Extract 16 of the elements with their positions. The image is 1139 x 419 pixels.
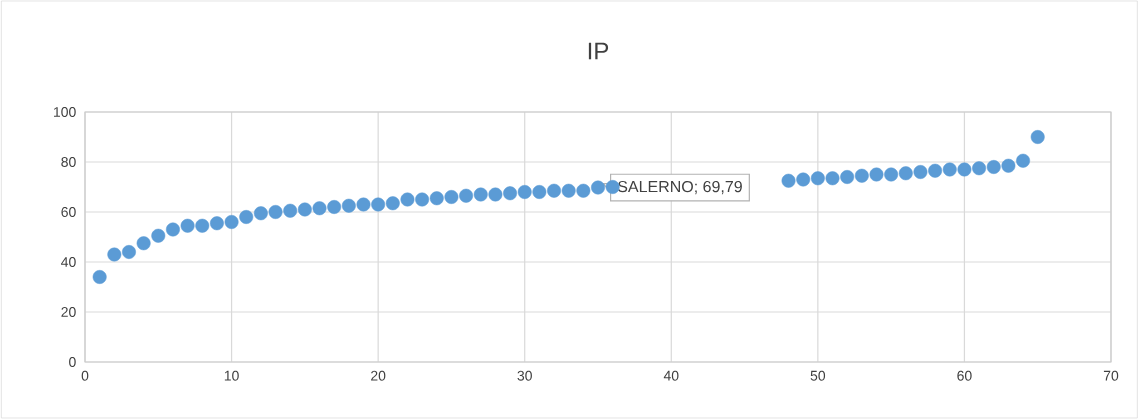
- y-tick-label: 60: [61, 207, 76, 217]
- x-tick-label: 60: [957, 370, 972, 381]
- x-tick-label: 20: [371, 370, 386, 381]
- x-tick-label: 50: [810, 370, 826, 381]
- chart-title: IP: [588, 42, 609, 60]
- y-tick-label: 80: [61, 157, 76, 167]
- x-tick-label: 10: [224, 370, 239, 381]
- x-tick-label: 70: [1103, 370, 1119, 381]
- x-tick-label: 30: [517, 370, 532, 381]
- x-tick-label: 0: [81, 370, 89, 381]
- y-tick-label: 100: [54, 107, 76, 117]
- y-tick-label: 40: [61, 257, 76, 267]
- annotation: SALERNO; 69,79: [618, 180, 742, 195]
- y-tick-label: 20: [61, 307, 76, 317]
- x-tick-label: 40: [663, 370, 679, 381]
- y-tick-label: 0: [69, 357, 76, 367]
